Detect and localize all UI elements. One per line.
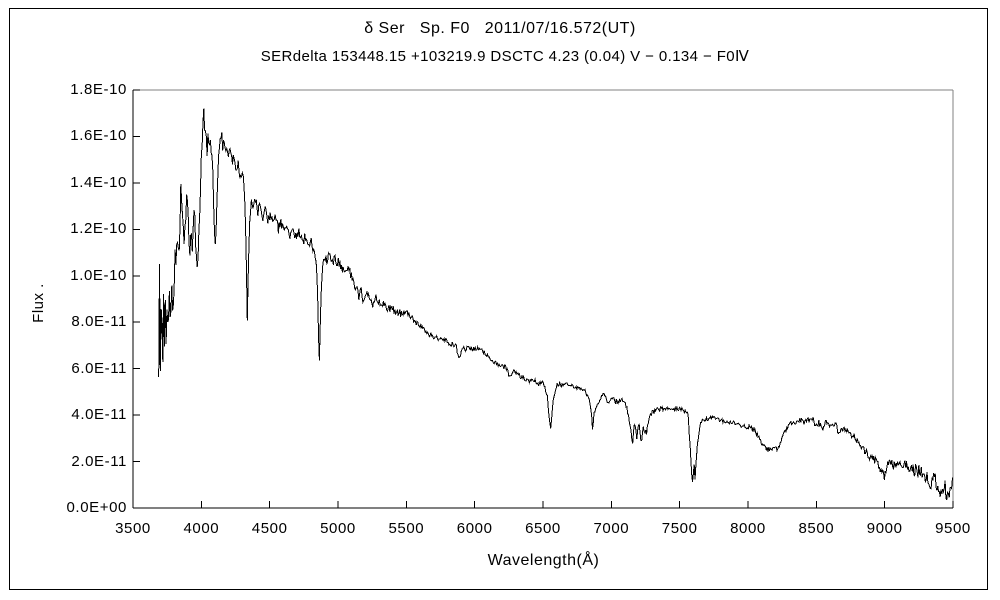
x-axis-tick-label: 9000 — [866, 520, 903, 537]
x-axis-tick-label: 8000 — [730, 520, 766, 537]
x-axis-tick-label: 7500 — [661, 520, 698, 537]
chart-title: δ Ser Sp. F0 2011/07/16.572(UT) — [364, 20, 636, 37]
y-axis-tick-label: 4.0E-11 — [71, 406, 127, 424]
y-axis-tick-label: 1.0E-10 — [70, 266, 127, 284]
chart-subtitle: SERdelta 153448.15 +103219.9 DSCTC 4.23 … — [260, 48, 750, 65]
axis-tick-marks — [132, 89, 954, 509]
x-axis-label: Wavelength(Å) — [487, 552, 600, 569]
x-axis-tick-label: 8500 — [798, 520, 835, 537]
y-axis-tick-label: 8.0E-11 — [71, 313, 127, 331]
x-axis-tick-label: 3500 — [115, 520, 151, 537]
y-axis-tick-label: 1.8E-10 — [70, 81, 127, 98]
x-axis-tick-label: 4500 — [251, 520, 288, 537]
y-axis-tick-label: 6.0E-11 — [71, 359, 127, 377]
y-axis-tick-label: 1.2E-10 — [70, 220, 127, 238]
y-axis-tick-label: 0.0E+00 — [66, 499, 127, 516]
spectrum-line — [158, 108, 953, 501]
x-axis-tick-label: 9500 — [935, 520, 971, 537]
image-border — [9, 8, 988, 590]
y-axis-tick-label: 1.6E-10 — [70, 127, 127, 145]
x-axis-tick-label: 6500 — [525, 520, 561, 537]
y-axis-tick-label: 2.0E-11 — [71, 452, 127, 470]
plot-frame — [132, 89, 954, 509]
x-axis-tick-label: 5500 — [388, 520, 425, 537]
x-axis-tick-label: 5000 — [320, 520, 356, 537]
x-axis-tick-label: 7000 — [593, 520, 630, 537]
y-axis-tick-label: 1.4E-10 — [70, 173, 127, 191]
x-axis-tick-label: 4000 — [183, 520, 220, 537]
x-axis-tick-label: 6000 — [456, 520, 493, 537]
